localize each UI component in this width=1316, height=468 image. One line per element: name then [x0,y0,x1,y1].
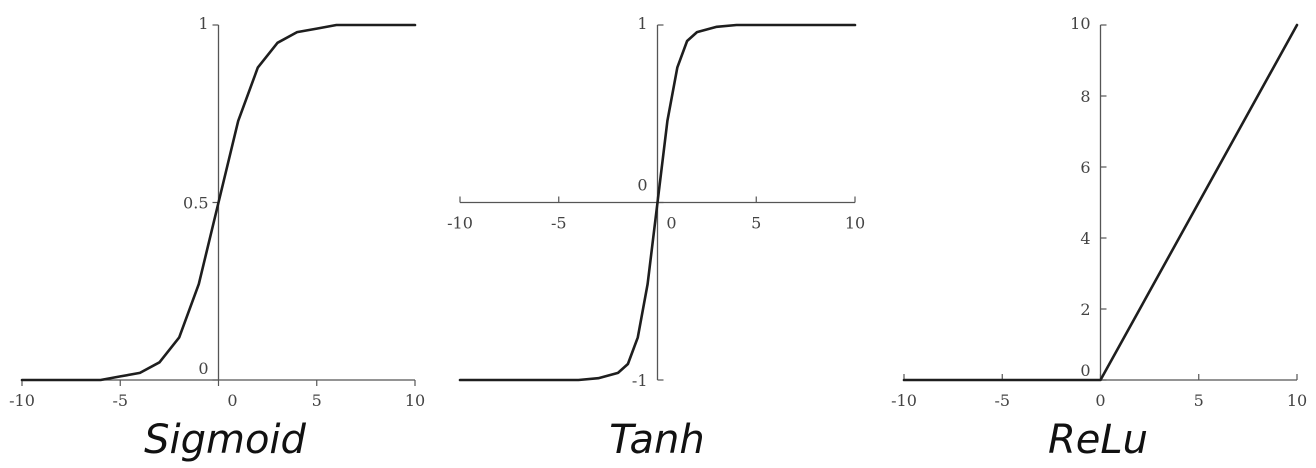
chart-title: Tanh [609,417,704,463]
y-tick-label: 2 [1080,300,1090,319]
x-tick-label: 10 [845,214,865,233]
x-tick-label: 0 [227,391,237,410]
x-tick-label: 0 [1095,391,1105,410]
x-tick-label: 5 [312,391,322,410]
y-tick-label: -1 [632,371,648,390]
x-tick-label: 5 [1194,391,1204,410]
relu-chart: -10 -5 0 5 10 0 2 4 6 8 10 ReLu [891,14,1307,463]
x-tick-label: 10 [1287,391,1307,410]
x-tick-label: -10 [447,214,473,233]
x-tick-label: 0 [666,214,676,233]
x-tick-label: -5 [994,391,1010,410]
y-tick-label: 0 [198,359,208,378]
series-line [20,23,417,382]
x-tick-label: 5 [751,214,761,233]
x-tick-label: -10 [891,391,917,410]
y-tick-label: 0.5 [183,194,208,213]
y-tick-label: 6 [1080,158,1090,177]
y-tick-label: 8 [1080,87,1090,106]
y-tick-label: 1 [198,14,208,33]
y-tick-label: 0 [637,176,647,195]
series-line [458,23,857,382]
chart-title: Sigmoid [144,417,306,463]
y-tick-label: 0 [1080,361,1090,380]
sigmoid-chart: -10 -5 0 5 10 0 0.5 1 Sigmoid [9,14,425,463]
chart-title: ReLu [1048,417,1148,463]
x-tick-label: -5 [551,214,567,233]
y-tick-label: 1 [637,14,647,33]
x-tick-label: 10 [405,391,425,410]
y-tick-label: 4 [1080,229,1090,248]
x-tick-label: -5 [112,391,128,410]
x-tick-label: -10 [9,391,35,410]
y-tick-label: 10 [1070,14,1090,33]
series-line [902,23,1299,382]
